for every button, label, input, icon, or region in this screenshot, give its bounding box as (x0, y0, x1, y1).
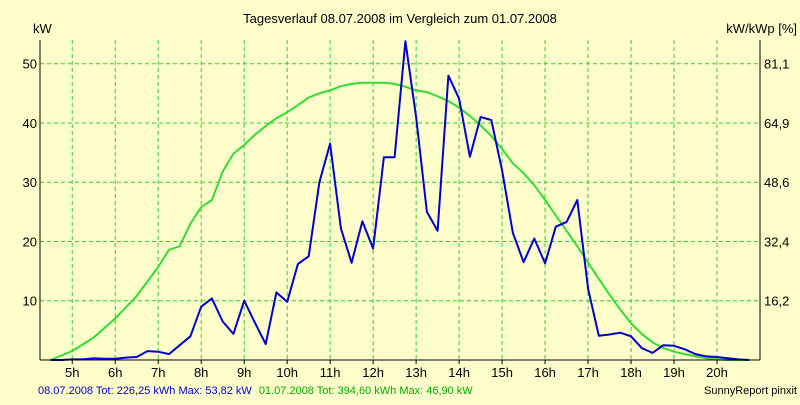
x-tick-label-15h: 15h (491, 365, 513, 380)
plot-area (40, 40, 760, 360)
x-tick-label-8h: 8h (194, 365, 208, 380)
x-tick-label-20h: 20h (706, 365, 728, 380)
legend-series-1: 08.07.2008 Tot: 226,25 kWh Max: 53,82 kW (38, 385, 252, 397)
y-tick-label-right-16,2: 16,2 (764, 294, 789, 309)
x-tick-label-13h: 13h (405, 365, 427, 380)
y-tick-label-left-30: 30 (23, 175, 37, 190)
footer-legend: 08.07.2008 Tot: 226,25 kWh Max: 53,82 kW… (38, 385, 473, 397)
y-tick-label-right-48,6: 48,6 (764, 175, 789, 190)
x-tick-label-19h: 19h (663, 365, 685, 380)
series-lines (50, 40, 750, 361)
x-tick-label-12h: 12h (362, 365, 384, 380)
series-line-08.07.2008 (50, 40, 750, 361)
x-tick-label-5h: 5h (65, 365, 79, 380)
y-tick-label-left-20: 20 (23, 234, 37, 249)
x-tick-label-7h: 7h (151, 365, 165, 380)
footer-credit: SunnyReport pinxit (704, 385, 797, 397)
y-axis-right-label: kW/kWp [%] (726, 21, 797, 36)
x-tick-label-16h: 16h (534, 365, 556, 380)
legend-series-2: 01.07.2008 Tot: 394,60 kWh Max: 46,90 kW (259, 385, 473, 397)
x-tick-label-18h: 18h (620, 365, 642, 380)
y-tick-label-right-64,9: 64,9 (764, 116, 789, 131)
y-tick-label-right-81,1: 81,1 (764, 57, 789, 72)
axes (39, 40, 761, 364)
x-tick-label-9h: 9h (237, 365, 251, 380)
y-tick-label-left-40: 40 (23, 116, 37, 131)
x-tick-label-6h: 6h (108, 365, 122, 380)
x-tick-label-14h: 14h (448, 365, 470, 380)
chart-title: Tagesverlauf 08.07.2008 im Vergleich zum… (243, 11, 557, 26)
y-tick-label-left-50: 50 (23, 57, 37, 72)
y-tick-label-left-10: 10 (23, 294, 37, 309)
x-tick-label-10h: 10h (276, 365, 298, 380)
y-axis-left-label: kW (33, 21, 53, 36)
x-tick-label-11h: 11h (320, 365, 341, 380)
y-tick-label-right-32,4: 32,4 (764, 234, 789, 249)
tick-labels: 5h 6h 7h 8h 9h 10h 11h 12h 13h 14h 15h 16h 17h 18h 19h… (23, 57, 790, 380)
x-tick-label-17h: 17h (577, 365, 599, 380)
series-line-01.07.2008 (50, 81, 750, 361)
